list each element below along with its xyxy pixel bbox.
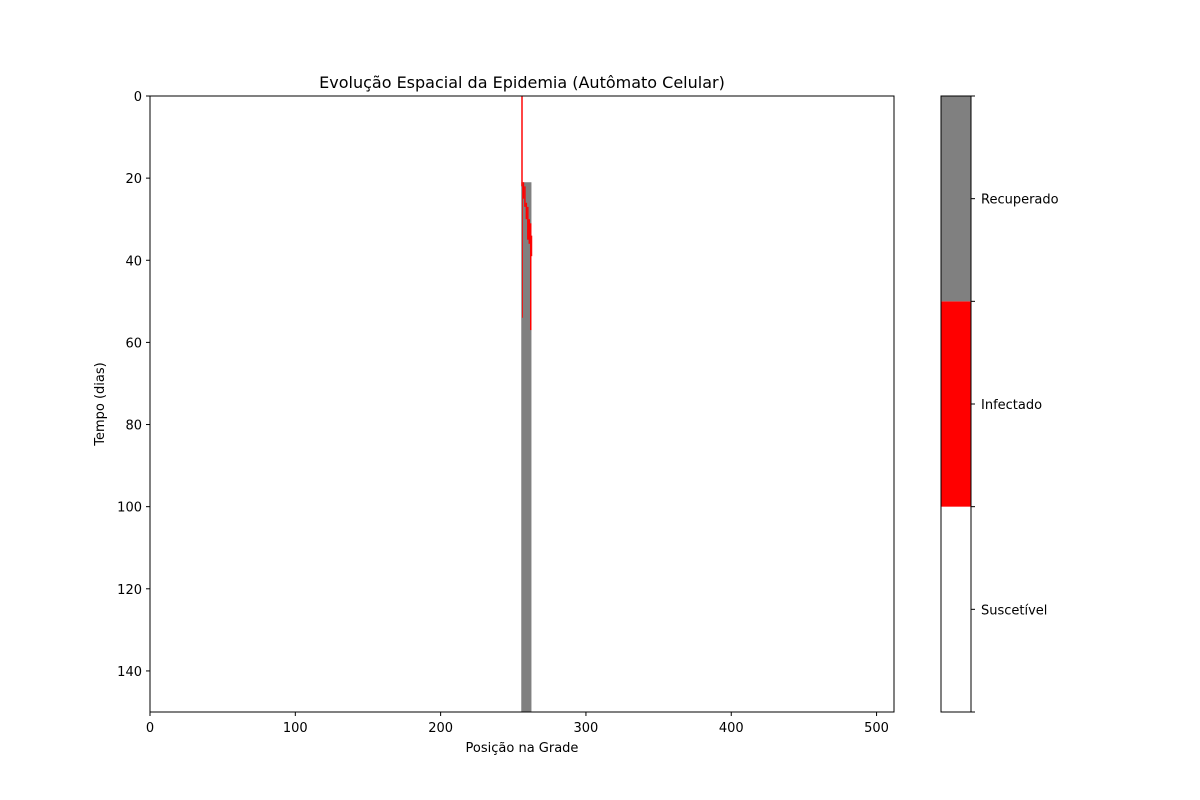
y-tick-label-80: 80 (125, 419, 142, 434)
colorbar-segment-1 (941, 301, 971, 507)
x-tick-label-200: 200 (428, 721, 453, 736)
cell-infectado-3 (522, 182, 525, 199)
colorbar-segment-0 (941, 506, 971, 712)
colorbar-label-2: Recuperado (981, 193, 1059, 208)
x-axis-label: Posição na Grade (466, 741, 579, 756)
colorbar: Suscetível Infectado Recuperado (940, 95, 1059, 713)
cell-infectado-5 (525, 202, 528, 220)
cell-recuperado-0 (521, 182, 532, 713)
y-tick-label-120: 120 (117, 583, 142, 598)
y-tick-label-140: 140 (117, 665, 142, 680)
x-axis: 0 100 200 300 400 500 (146, 712, 889, 736)
cell-infectado-8 (529, 223, 532, 331)
y-axis: 0 20 40 60 80 100 120 140 (117, 90, 150, 680)
colorbar-segment-2 (941, 96, 971, 302)
y-axis-label: Tempo (dias) (93, 362, 108, 446)
colorbar-label-1: Infectado (981, 398, 1042, 413)
plot-frame (149, 95, 895, 713)
chart-title: Evolução Espacial da Epidemia (Autômato … (319, 73, 725, 92)
x-tick-label-300: 300 (574, 721, 599, 736)
x-tick-label-500: 500 (864, 721, 889, 736)
y-tick-label-100: 100 (117, 501, 142, 516)
cells-layer (521, 96, 533, 713)
cell-infectado-7 (528, 219, 530, 244)
x-tick-label-0: 0 (146, 721, 154, 736)
cell-infectado-1 (521, 96, 523, 187)
colorbar-label-0: Suscetível (981, 603, 1047, 618)
y-tick-label-20: 20 (125, 172, 142, 187)
y-tick-label-0: 0 (134, 90, 142, 105)
x-tick-label-100: 100 (283, 721, 308, 736)
y-tick-label-60: 60 (125, 336, 142, 351)
cell-infectado-9 (531, 235, 533, 257)
y-tick-label-40: 40 (125, 254, 142, 269)
cell-infectado-2 (522, 186, 523, 318)
plot-area (149, 95, 895, 713)
x-tick-label-400: 400 (719, 721, 744, 736)
cell-infectado-4 (524, 186, 526, 207)
cell-infectado-6 (527, 206, 529, 240)
